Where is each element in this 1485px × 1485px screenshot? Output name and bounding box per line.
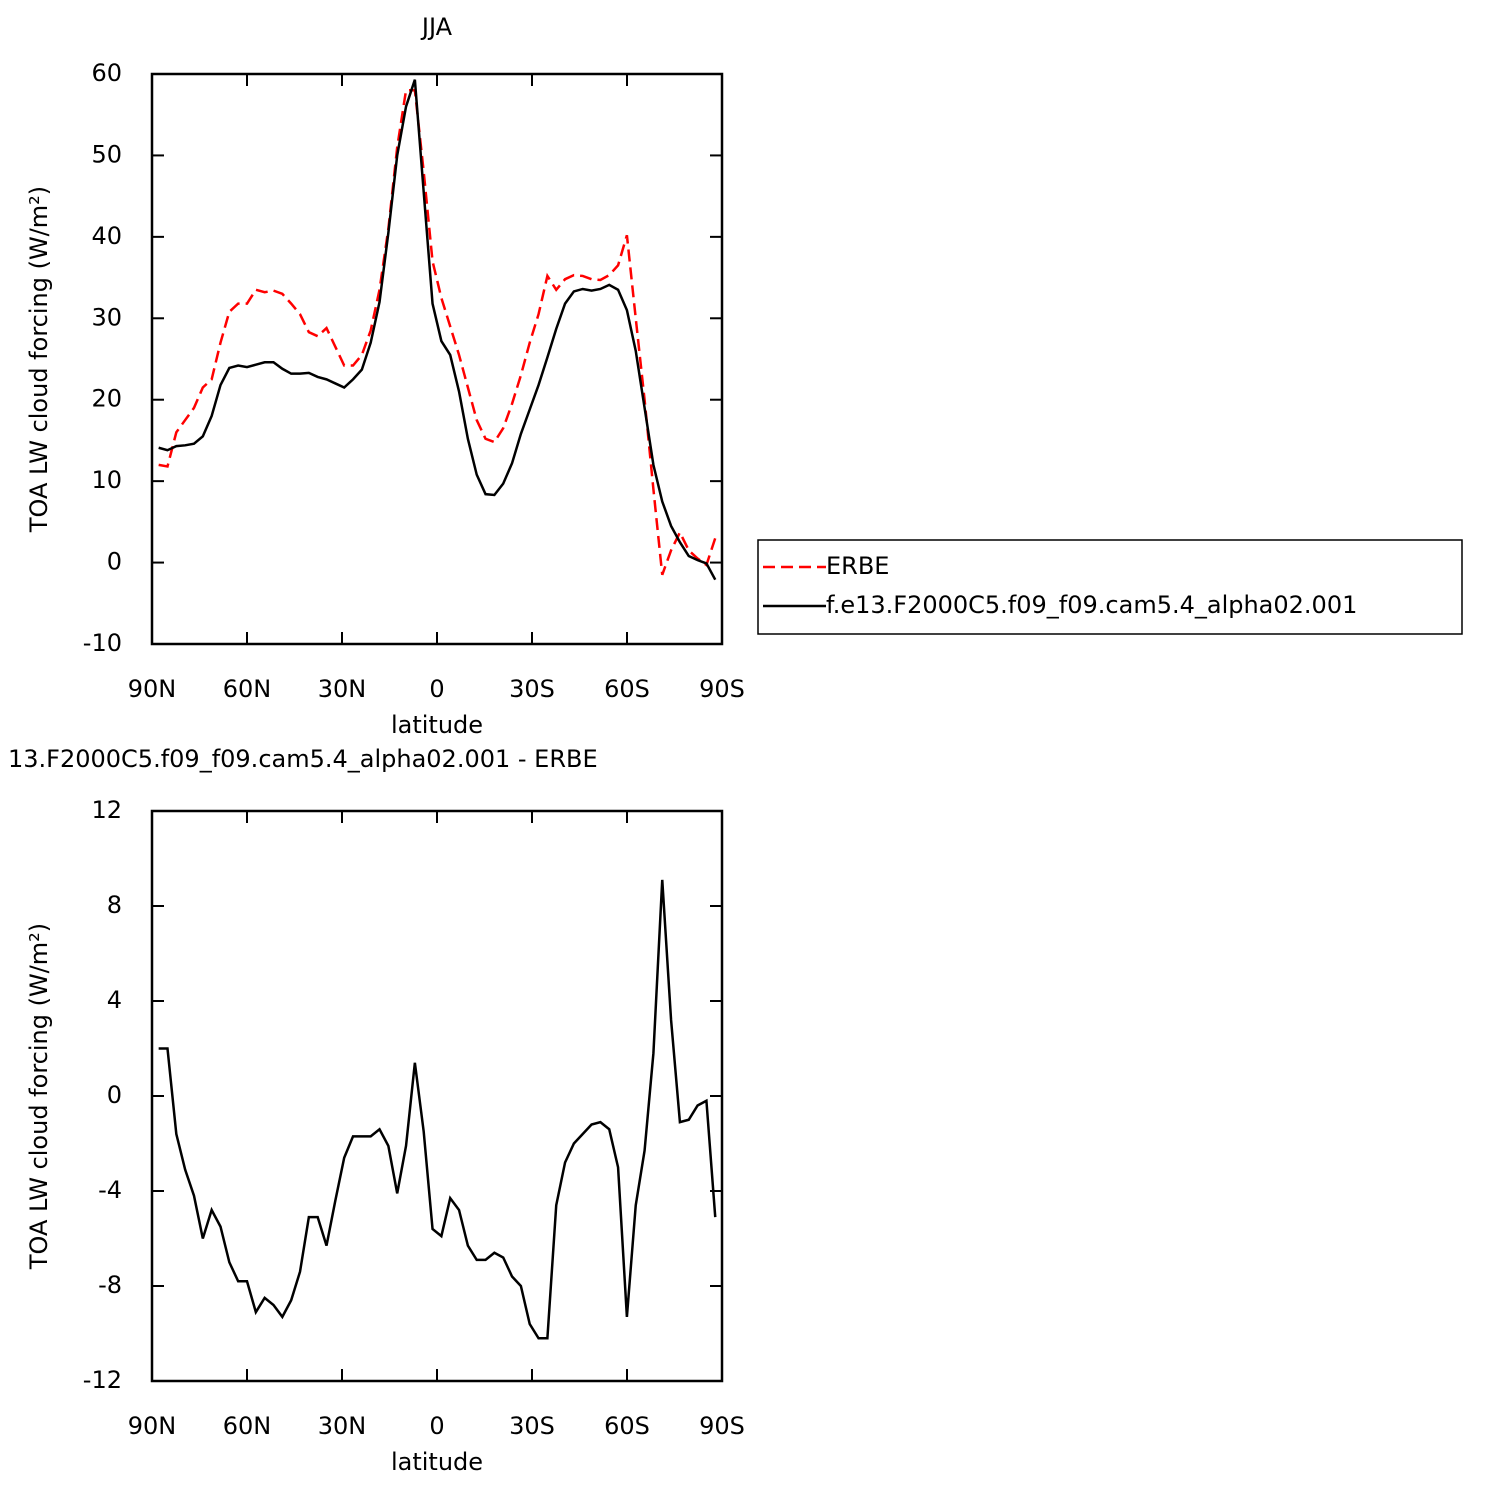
x-axis-label: latitude (391, 1448, 483, 1476)
x-tick-label: 60S (604, 1412, 650, 1440)
y-tick-label: 20 (91, 385, 122, 413)
data-line (158, 79, 717, 581)
y-tick-label: 0 (107, 1081, 122, 1109)
y-tick-label: 4 (107, 986, 122, 1014)
x-tick-label: 30N (318, 675, 367, 703)
legend-box (757, 539, 1463, 635)
y-tick-label: 50 (91, 140, 122, 168)
y-tick-label: 8 (107, 891, 122, 919)
y-axis-label: TOA LW cloud forcing (W/m²) (25, 186, 53, 533)
x-tick-label: 90N (128, 675, 177, 703)
y-tick-label: 12 (91, 796, 122, 824)
x-tick-label: 90S (699, 1412, 745, 1440)
plot-frame (150, 72, 724, 646)
x-tick-label: 90S (699, 675, 745, 703)
y-tick-label: 60 (91, 59, 122, 87)
x-tick-label: 60N (223, 1412, 272, 1440)
x-tick-label: 60N (223, 675, 272, 703)
plot-frame (150, 809, 724, 1383)
x-tick-label: 30S (509, 1412, 555, 1440)
y-tick-label: -12 (83, 1366, 122, 1394)
y-axis-label: TOA LW cloud forcing (W/m²) (25, 923, 53, 1270)
y-tick-label: 30 (91, 303, 122, 331)
x-tick-label: 30S (509, 675, 555, 703)
x-tick-label: 90N (128, 1412, 177, 1440)
y-tick-label: 10 (91, 466, 122, 494)
x-axis-label: latitude (391, 711, 483, 739)
y-tick-label: -4 (98, 1176, 122, 1204)
data-line (158, 879, 717, 1340)
y-tick-label: 0 (107, 548, 122, 576)
legend-label: f.e13.F2000C5.f09_f09.cam5.4_alpha02.001 (826, 591, 1357, 619)
chart-title: 13.F2000C5.f09_f09.cam5.4_alpha02.001 - … (8, 745, 598, 773)
x-tick-label: 30N (318, 1412, 367, 1440)
y-tick-label: 40 (91, 222, 122, 250)
legend-label: ERBE (826, 552, 889, 580)
y-tick-label: -10 (83, 629, 122, 657)
x-tick-label: 0 (429, 1412, 444, 1440)
x-tick-label: 60S (604, 675, 650, 703)
x-tick-label: 0 (429, 675, 444, 703)
chart-title: JJA (420, 13, 453, 41)
y-tick-label: -8 (98, 1271, 122, 1299)
data-line (158, 89, 717, 576)
